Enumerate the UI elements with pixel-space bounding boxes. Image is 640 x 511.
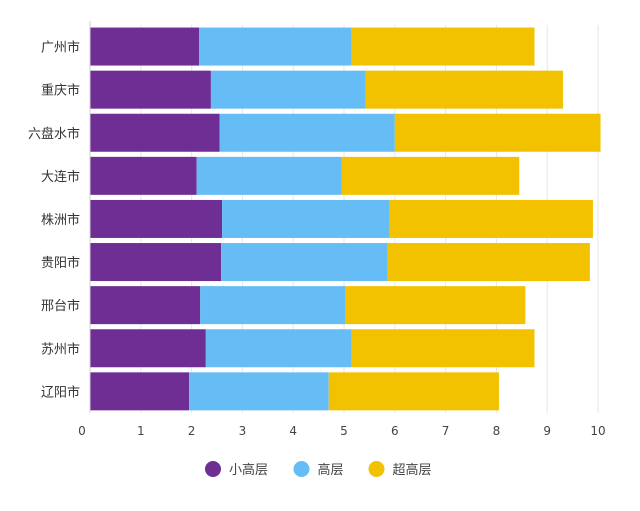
x-tick-label: 8 <box>493 424 501 438</box>
y-category-label: 六盘水市 <box>28 126 80 142</box>
bar-segment <box>90 27 200 66</box>
bar-segment <box>90 329 206 368</box>
bar-segment <box>222 199 390 238</box>
y-category-label: 辽阳市 <box>41 384 80 400</box>
legend-label: 超高层 <box>393 462 432 478</box>
bar-segment <box>90 286 201 325</box>
bar-segment <box>199 27 352 66</box>
bar-segment <box>328 372 499 411</box>
bar-segment <box>221 243 388 282</box>
bar-segment <box>341 156 520 195</box>
x-tick-label: 7 <box>442 424 450 438</box>
y-category-label: 株洲市 <box>41 212 80 228</box>
legend-label: 高层 <box>318 462 344 478</box>
bars <box>90 27 601 411</box>
y-category-label: 苏州市 <box>41 341 80 357</box>
bar-segment <box>200 286 346 325</box>
x-tick-label: 1 <box>137 424 145 438</box>
legend-marker <box>293 461 310 477</box>
bar-segment <box>365 70 563 109</box>
legend-marker <box>368 461 385 477</box>
bar-segment <box>351 27 535 66</box>
x-tick-label: 3 <box>239 424 247 438</box>
legend-label: 小高层 <box>229 462 268 478</box>
x-tick-label: 4 <box>289 424 297 438</box>
x-tick-label: 5 <box>340 424 348 438</box>
bar-segment <box>205 329 352 368</box>
bar-segment <box>189 372 329 411</box>
bar-segment <box>196 156 342 195</box>
x-tick-label: 0 <box>78 424 86 438</box>
bar-segment <box>387 243 590 282</box>
y-category-label: 广州市 <box>41 40 80 56</box>
bar-segment <box>394 113 601 152</box>
y-category-label: 贵阳市 <box>41 255 80 271</box>
bar-segment <box>219 113 395 152</box>
bar-segment <box>351 329 535 368</box>
bar-segment <box>345 286 526 325</box>
x-tick-label: 10 <box>590 424 605 438</box>
bar-segment <box>90 156 197 195</box>
legend-marker <box>205 461 221 477</box>
bar-segment <box>389 199 593 238</box>
bar-segment <box>90 372 190 411</box>
bar-segment <box>90 199 223 238</box>
bar-segment <box>90 70 211 109</box>
y-category-label: 重庆市 <box>41 83 80 99</box>
x-tick-label: 9 <box>543 424 551 438</box>
y-category-label: 邢台市 <box>41 298 80 314</box>
bar-segment <box>90 243 222 282</box>
bar-segment <box>210 70 366 109</box>
bar-segment <box>90 113 220 152</box>
x-tick-label: 2 <box>188 424 196 438</box>
legend: 小高层 高层 超高层 <box>205 461 432 478</box>
y-category-label: 大连市 <box>41 169 80 185</box>
x-tick-label: 6 <box>391 424 399 438</box>
